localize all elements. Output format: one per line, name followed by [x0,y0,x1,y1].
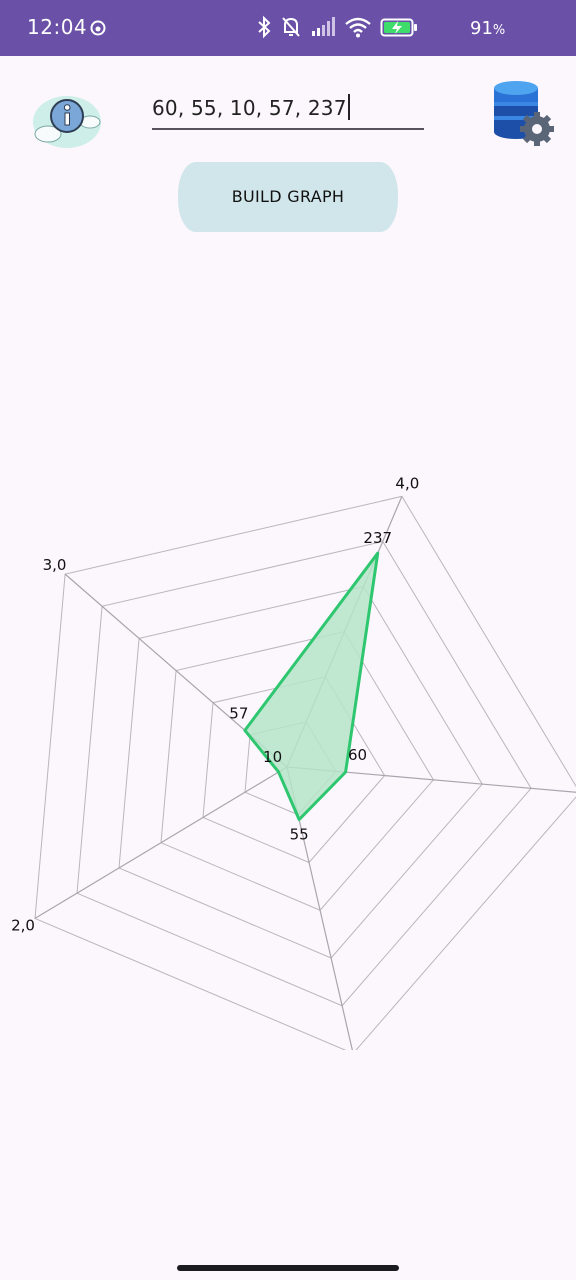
battery-charging-icon [380,18,417,37]
signal-icon [312,17,335,36]
values-input[interactable]: 60, 55, 10, 57, 237 [152,90,424,130]
radar-ring [34,495,576,1050]
build-graph-button[interactable]: BUILD GRAPH [178,162,398,232]
values-input-text: 60, 55, 10, 57, 237 [152,96,347,120]
bluetooth-icon [258,15,271,39]
status-time: 12:04 [27,15,88,39]
radar-value-label: 60 [348,746,367,764]
radar-value-label: 237 [363,529,392,547]
wifi-icon [345,17,371,38]
face-icon [90,20,106,36]
info-cloud-icon[interactable] [30,82,104,154]
status-bar: 12:04 91 [0,0,576,56]
battery-percent: 91% [470,18,506,39]
radar-axis-label: 4,0 [395,474,419,492]
status-icons: 91% [256,15,546,41]
navigation-handle[interactable] [177,1265,399,1271]
radar-ring [76,540,532,1007]
database-settings-icon[interactable] [490,80,554,146]
bell-off-icon [282,17,300,37]
radar-axis-label: 3,0 [43,556,67,574]
radar-series-area [243,551,380,822]
text-caret [347,94,350,120]
radar-axis-label: 2,0 [11,917,35,935]
radar-spoke [34,766,288,919]
radar-ring [118,586,483,959]
radar-value-label: 10 [263,748,282,766]
radar-value-label: 57 [229,704,248,722]
radar-value-label: 55 [290,826,309,844]
